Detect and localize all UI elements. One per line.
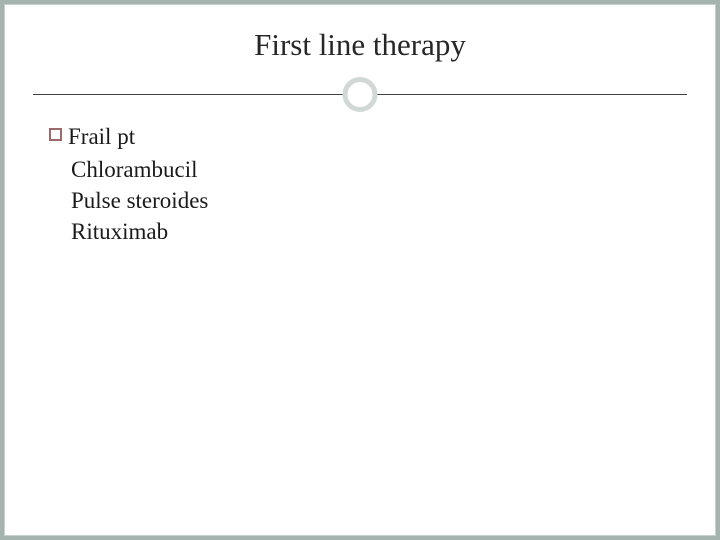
divider — [5, 77, 715, 113]
list-item-text: Rituximab — [71, 219, 168, 244]
bullet-item: Frail pt — [49, 121, 671, 152]
title-area: First line therapy — [5, 5, 715, 63]
list-item: Rituximab — [49, 216, 671, 247]
list-item: Pulse steroides — [49, 185, 671, 216]
square-bullet-icon — [49, 128, 62, 141]
list-item-text: Pulse steroides — [71, 188, 208, 213]
bullet-label: Frail pt — [68, 121, 135, 152]
divider-circle-icon — [343, 77, 378, 112]
slide-title: First line therapy — [5, 27, 715, 63]
slide: First line therapy Frail pt Chlorambucil… — [4, 4, 716, 536]
list-item-text: Chlorambucil — [71, 157, 197, 182]
content-area: Frail pt Chlorambucil Pulse steroides Ri… — [5, 113, 715, 247]
list-item: Chlorambucil — [49, 154, 671, 185]
